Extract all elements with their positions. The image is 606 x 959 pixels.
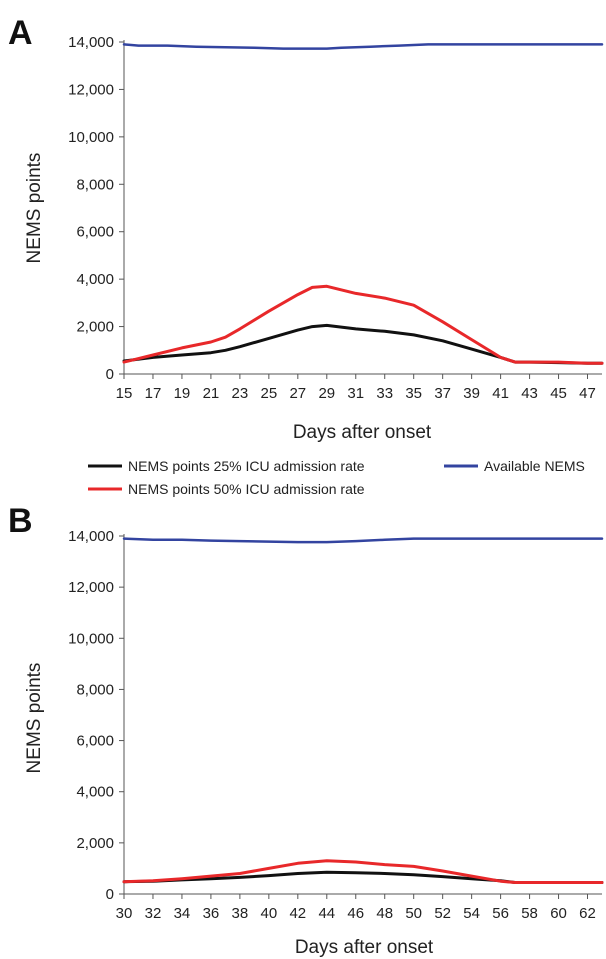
y-tick-label-a: 14,000 <box>68 34 114 51</box>
x-tick-label-b: 62 <box>579 905 596 922</box>
legend: NEMS points 25% ICU admission rate Avail… <box>88 458 585 497</box>
x-tick-label-a: 27 <box>289 385 306 402</box>
x-tick-label-a: 21 <box>203 385 220 402</box>
x-tick-label-a: 29 <box>318 385 335 402</box>
x-tick-label-b: 40 <box>261 905 278 922</box>
panel-a: A NEMS points Days after onset 0 2,000 4,0… <box>8 14 604 443</box>
y-tick-label-b: 2,000 <box>76 835 114 852</box>
x-tick-label-b: 36 <box>203 905 220 922</box>
x-tick-label-a: 37 <box>434 385 451 402</box>
x-tick-label-b: 52 <box>434 905 451 922</box>
panel-label-a: A <box>8 14 33 52</box>
x-tick-label-a: 31 <box>347 385 364 402</box>
x-tick-label-b: 48 <box>376 905 393 922</box>
x-tick-label-a: 19 <box>174 385 191 402</box>
x-tick-label-b: 34 <box>174 905 191 922</box>
y-tick-label-a: 2,000 <box>76 319 114 336</box>
x-tick-label-a: 35 <box>405 385 422 402</box>
x-tick-label-a: 33 <box>376 385 393 402</box>
y-tick-label-b: 6,000 <box>76 733 114 750</box>
x-tick-label-a: 47 <box>579 385 596 402</box>
x-tick-label-a: 41 <box>492 385 509 402</box>
y-tick-label-a: 4,000 <box>76 271 114 288</box>
x-tick-label-b: 56 <box>492 905 509 922</box>
x-tick-label-b: 58 <box>521 905 538 922</box>
y-axis-title-b: NEMS points <box>24 663 45 774</box>
x-tick-label-a: 23 <box>232 385 249 402</box>
series-line-nems-points-50-icu-admission-rate-a <box>122 284 604 365</box>
x-tick-label-a: 45 <box>550 385 567 402</box>
y-tick-label-a: 10,000 <box>68 129 114 146</box>
x-tick-label-a: 25 <box>261 385 278 402</box>
x-axis-title-a: Days after onset <box>293 422 432 443</box>
x-tick-label-a: 15 <box>116 385 133 402</box>
x-tick-label-b: 50 <box>405 905 422 922</box>
x-tick-label-b: 32 <box>145 905 162 922</box>
y-tick-label-b: 10,000 <box>68 630 114 647</box>
y-tick-label-a: 0 <box>106 366 114 383</box>
x-tick-label-b: 30 <box>116 905 133 922</box>
x-tick-label-a: 39 <box>463 385 480 402</box>
y-tick-label-b: 0 <box>106 886 114 903</box>
x-tick-label-b: 54 <box>463 905 480 922</box>
series-line-available-nems-b <box>122 537 604 544</box>
x-tick-label-a: 17 <box>145 385 162 402</box>
x-tick-label-b: 42 <box>289 905 306 922</box>
legend-label-50pct: NEMS points 50% ICU admission rate <box>128 481 365 497</box>
series-line-available-nems-a <box>122 43 604 50</box>
y-tick-label-a: 6,000 <box>76 224 114 241</box>
x-tick-label-b: 38 <box>232 905 249 922</box>
y-axis-title-a: NEMS points <box>24 153 45 264</box>
x-tick-label-b: 60 <box>550 905 567 922</box>
series-line-nems-points-50-icu-admission-rate-b <box>122 859 604 884</box>
panel-label-b: B <box>8 502 33 540</box>
panel-b: B NEMS points Days after onset 0 2,000 4,0… <box>8 502 604 958</box>
legend-label-25pct: NEMS points 25% ICU admission rate <box>128 458 365 474</box>
x-tick-label-b: 44 <box>318 905 335 922</box>
x-axis-title-b: Days after onset <box>295 937 434 958</box>
y-tick-label-a: 8,000 <box>76 176 114 193</box>
y-tick-label-b: 8,000 <box>76 681 114 698</box>
x-tick-label-b: 46 <box>347 905 364 922</box>
y-tick-label-a: 12,000 <box>68 81 114 98</box>
y-tick-label-b: 4,000 <box>76 784 114 801</box>
y-tick-label-b: 12,000 <box>68 579 114 596</box>
legend-label-available: Available NEMS <box>484 458 585 474</box>
x-tick-label-a: 43 <box>521 385 538 402</box>
y-tick-label-b: 14,000 <box>68 528 114 545</box>
